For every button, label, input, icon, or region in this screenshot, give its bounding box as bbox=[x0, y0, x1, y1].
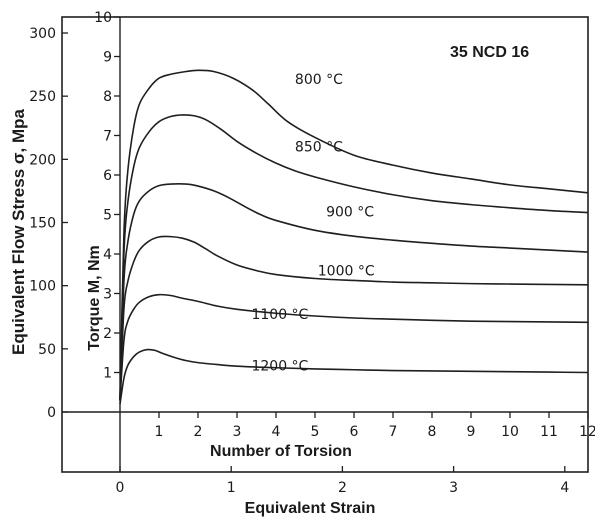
torsion-tick-label: 11 bbox=[540, 424, 558, 440]
torsion-tick-label: 12 bbox=[579, 424, 595, 440]
torque-tick-label: 10 bbox=[94, 10, 112, 26]
series-label: 1000 °C bbox=[318, 264, 375, 280]
torque-axis: 1 2 3 4 5 6 7 8 9 10 bbox=[94, 10, 120, 382]
stress-axis: 0 50 100 150 200 250 300 bbox=[29, 26, 68, 421]
series-label: 900 °C bbox=[326, 204, 374, 220]
torsion-tick-label: 5 bbox=[311, 424, 320, 440]
chart-title: 35 NCD 16 bbox=[450, 44, 529, 61]
torsion-tick-label: 1 bbox=[155, 424, 164, 440]
series-label: 850 °C bbox=[295, 139, 343, 155]
torsion-tick-label: 3 bbox=[233, 424, 242, 440]
torque-tick-label: 3 bbox=[103, 287, 112, 303]
torsion-tick-label: 6 bbox=[350, 424, 359, 440]
series-line bbox=[119, 348, 589, 405]
strain-tick-label: 1 bbox=[227, 480, 236, 496]
series-line bbox=[119, 293, 589, 401]
torsion-axis: 1 2 3 4 5 6 7 8 9 10 11 12 bbox=[155, 412, 595, 440]
torsion-tick-label: 2 bbox=[194, 424, 203, 440]
series-line bbox=[119, 69, 589, 401]
strain-tick-label: 0 bbox=[116, 480, 125, 496]
series-line bbox=[119, 183, 589, 401]
torsion-axis-title: Number of Torsion bbox=[210, 443, 352, 460]
strain-tick-label: 3 bbox=[449, 480, 458, 496]
torque-tick-label: 6 bbox=[103, 168, 112, 184]
strain-tick-label: 2 bbox=[338, 480, 347, 496]
series-label: 1200 °C bbox=[251, 359, 308, 375]
stress-tick-label: 0 bbox=[47, 405, 56, 421]
torsion-tick-label: 4 bbox=[272, 424, 281, 440]
series-line bbox=[119, 235, 589, 401]
curve-group bbox=[119, 69, 589, 405]
torque-tick-label: 9 bbox=[103, 50, 112, 66]
torque-tick-label: 1 bbox=[103, 366, 112, 382]
series-label: 800 °C bbox=[295, 72, 343, 88]
torque-tick-label: 8 bbox=[103, 89, 112, 105]
series-line bbox=[119, 114, 589, 401]
strain-axis-title: Equivalent Strain bbox=[245, 500, 376, 517]
torsion-tick-label: 10 bbox=[501, 424, 519, 440]
plot-border bbox=[61, 16, 589, 473]
stress-tick-label: 150 bbox=[29, 216, 56, 232]
torque-tick-label: 2 bbox=[103, 326, 112, 342]
stress-tick-label: 300 bbox=[29, 26, 56, 42]
curve-label-group: 800 °C 850 °C 900 °C 1000 °C 1100 °C 1200 °C bbox=[251, 72, 374, 374]
stress-tick-label: 250 bbox=[29, 89, 56, 105]
torque-axis-title: Torque M, Nm bbox=[86, 245, 103, 350]
stress-tick-label: 50 bbox=[38, 342, 56, 358]
torque-tick-label: 5 bbox=[103, 208, 112, 224]
torque-tick-label: 4 bbox=[103, 247, 112, 263]
torsion-tick-label: 9 bbox=[467, 424, 476, 440]
strain-tick-label: 4 bbox=[560, 480, 569, 496]
stress-axis-title: Equivalent Flow Stress σ, Mpa bbox=[9, 109, 28, 355]
torque-tick-label: 7 bbox=[103, 129, 112, 145]
series-label: 1100 °C bbox=[251, 307, 308, 323]
strain-axis: 0 1 2 3 4 bbox=[116, 466, 569, 496]
stress-tick-label: 200 bbox=[29, 152, 56, 168]
torsion-tick-label: 7 bbox=[389, 424, 398, 440]
torsion-tick-label: 8 bbox=[428, 424, 437, 440]
stress-tick-label: 100 bbox=[29, 279, 56, 295]
